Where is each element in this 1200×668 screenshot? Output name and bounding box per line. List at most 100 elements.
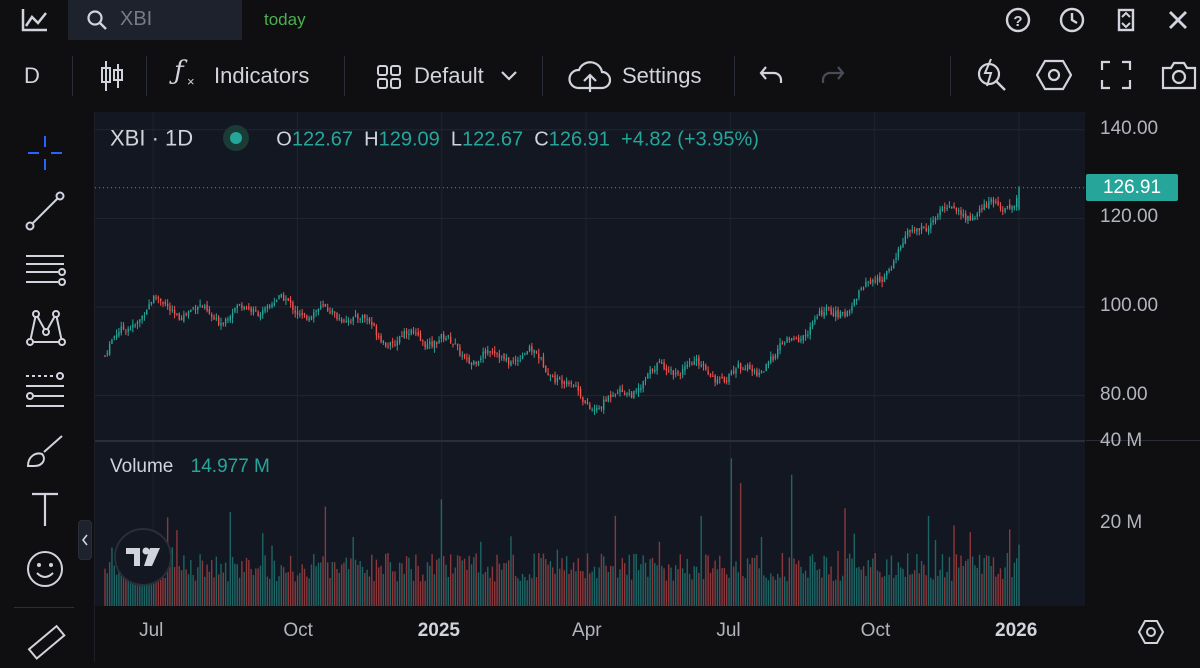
horizontal-lines-icon[interactable]	[22, 246, 68, 292]
symbol-search-box[interactable]: XBI	[68, 0, 242, 40]
candle-body	[934, 218, 937, 222]
candle-body	[243, 306, 245, 310]
undo-icon[interactable]	[758, 64, 784, 86]
volume-bar	[937, 576, 939, 606]
chart-pane[interactable]	[95, 112, 1085, 606]
candle-body	[765, 363, 767, 372]
candle-body	[927, 227, 930, 232]
volume-bar	[108, 562, 111, 606]
settings-button[interactable]: Settings	[568, 56, 718, 96]
volume-bar	[429, 565, 431, 606]
volume-bar	[990, 566, 992, 606]
volume-bar	[1009, 529, 1011, 606]
candle-body	[1015, 197, 1018, 208]
candle-body	[781, 342, 784, 345]
candle-body	[916, 228, 918, 232]
ruler-icon[interactable]	[22, 622, 68, 668]
help-icon[interactable]: ?	[1004, 6, 1032, 34]
candle-body	[308, 318, 310, 321]
candle-body	[215, 318, 218, 320]
volume-bar	[612, 566, 614, 606]
text-tool-icon[interactable]	[22, 486, 68, 532]
ohlc-legend: XBI · 1D O122.67 H129.09 L122.67 C126.91…	[110, 125, 759, 155]
volume-bar	[1006, 553, 1009, 606]
candles-icon[interactable]	[98, 58, 126, 94]
candle-body	[507, 357, 510, 365]
candle-body	[962, 214, 965, 216]
candle-body	[524, 353, 526, 355]
volume-bar	[911, 573, 913, 606]
candle-body	[266, 306, 269, 309]
tradingview-logo[interactable]	[114, 528, 172, 586]
candle-body	[238, 303, 241, 305]
volume-bar	[596, 578, 598, 606]
clock-icon[interactable]	[1058, 6, 1086, 34]
volume-bar	[790, 474, 793, 606]
candle-body	[610, 394, 612, 398]
candle-body	[503, 354, 505, 360]
volume-bar	[899, 567, 902, 606]
volume-bar	[217, 574, 220, 606]
candle-body	[941, 207, 944, 211]
candle-body	[658, 361, 661, 363]
indicators-button[interactable]: ƒ × Indicators	[170, 56, 330, 96]
volume-bar	[387, 553, 389, 606]
close-icon[interactable]	[1164, 6, 1192, 34]
volume-bar	[825, 557, 828, 606]
volume-bar	[554, 573, 556, 606]
volume-bar	[470, 564, 473, 606]
symbol-title[interactable]: XBI · 1D	[110, 125, 194, 151]
trend-line-icon[interactable]	[22, 188, 68, 234]
volume-bar	[238, 577, 241, 606]
symbol-search-input[interactable]: XBI	[120, 8, 153, 30]
volume-bar	[872, 558, 874, 606]
quick-search-icon[interactable]	[974, 56, 1010, 94]
layout-dropdown[interactable]: Default	[374, 56, 524, 96]
volume-bar	[364, 573, 366, 606]
volume-bar	[923, 564, 925, 606]
volume-bar	[883, 576, 886, 606]
crosshair-icon[interactable]	[22, 130, 68, 176]
time-tick-label: Jul	[139, 620, 164, 641]
chart-canvas[interactable]	[95, 112, 1085, 606]
volume-bar	[582, 571, 584, 606]
resize-icon[interactable]	[1112, 6, 1140, 34]
candle-body	[728, 373, 730, 382]
volume-bar	[797, 560, 800, 606]
candle-body	[129, 329, 132, 331]
volume-bar	[774, 579, 777, 606]
volume-bar	[127, 568, 129, 606]
chart-logo-icon[interactable]	[20, 6, 50, 34]
candle-body	[517, 360, 519, 362]
candle-body	[415, 332, 417, 334]
candle-body	[967, 216, 969, 221]
interval-button[interactable]: D	[24, 63, 40, 88]
candle-body	[841, 311, 844, 313]
candle-body	[431, 341, 433, 347]
fullscreen-icon[interactable]	[1100, 60, 1132, 90]
fib-retracement-icon[interactable]	[22, 366, 68, 412]
axis-settings-icon[interactable]	[1137, 618, 1165, 646]
candle-body	[271, 304, 273, 308]
collapse-toolbar-button[interactable]	[78, 520, 92, 560]
emoji-icon[interactable]	[22, 546, 68, 592]
volume-bar	[714, 560, 716, 606]
pattern-icon[interactable]	[22, 306, 68, 352]
market-status-dot[interactable]	[222, 125, 249, 151]
volume-value: 14.977 M	[190, 456, 270, 477]
time-axis[interactable]: Jul Oct 2025 Apr Jul Oct 2026	[95, 606, 1200, 662]
candle-body	[500, 355, 503, 357]
candle-body	[730, 371, 733, 374]
price-tick-label: 100.00	[1100, 295, 1159, 317]
volume-bar	[756, 554, 758, 606]
volume-bar	[860, 569, 862, 606]
candle-body	[285, 298, 287, 300]
camera-icon[interactable]	[1160, 58, 1198, 92]
hexagon-settings-icon[interactable]	[1036, 58, 1072, 92]
volume-bar	[565, 556, 568, 606]
redo-icon[interactable]	[820, 64, 846, 86]
candle-body	[937, 215, 939, 218]
volume-bar	[426, 562, 429, 606]
candle-body	[125, 331, 127, 333]
brush-icon[interactable]	[22, 428, 68, 474]
